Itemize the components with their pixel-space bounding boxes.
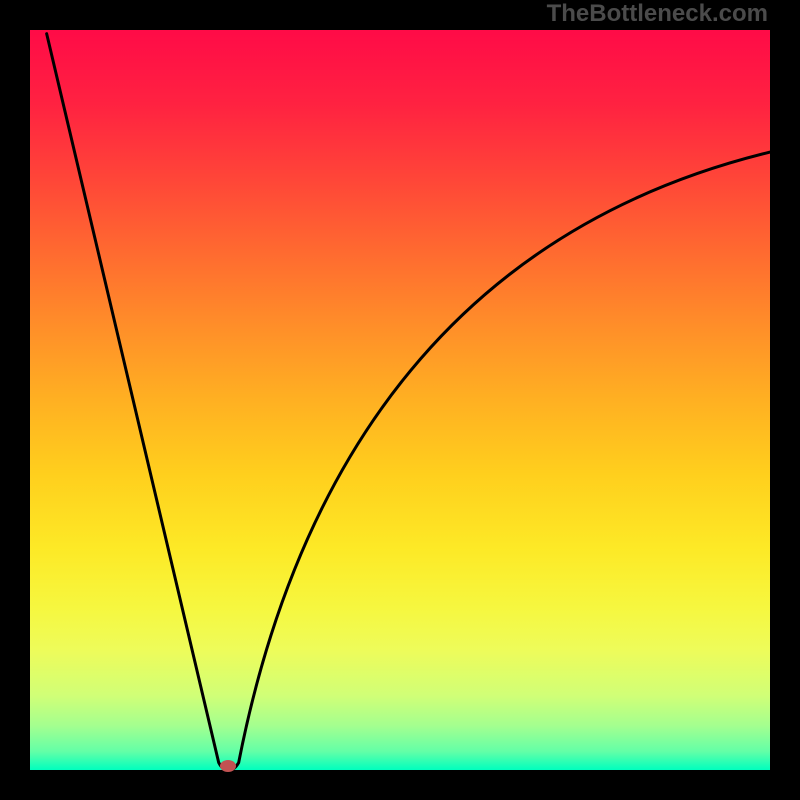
bottleneck-curve (30, 30, 770, 770)
plot-area (30, 30, 770, 770)
watermark-text: TheBottleneck.com (547, 0, 768, 28)
optimum-marker (220, 760, 236, 772)
chart-root: TheBottleneck.com (0, 0, 800, 800)
